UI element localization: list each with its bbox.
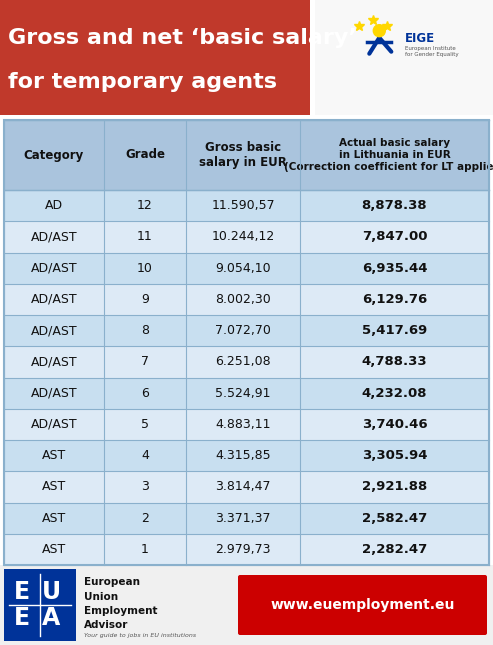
- Text: AST: AST: [42, 511, 66, 524]
- Text: 2,282.47: 2,282.47: [362, 543, 427, 556]
- FancyBboxPatch shape: [238, 575, 487, 635]
- Text: 2: 2: [141, 511, 149, 524]
- Text: Gross basic
salary in EUR: Gross basic salary in EUR: [199, 141, 287, 169]
- Bar: [4, 315, 489, 346]
- Bar: [4, 409, 489, 440]
- Text: Actual basic salary
in Lithuania in EUR
(Correction coefficient for LT applied): Actual basic salary in Lithuania in EUR …: [283, 139, 493, 172]
- Bar: [4, 440, 489, 471]
- Text: 6: 6: [141, 386, 149, 400]
- Text: 2,921.88: 2,921.88: [362, 481, 427, 493]
- Text: AD/AST: AD/AST: [31, 355, 77, 368]
- Text: 1: 1: [141, 543, 149, 556]
- Text: 7.072,70: 7.072,70: [215, 324, 271, 337]
- Text: AST: AST: [42, 543, 66, 556]
- Text: AD/AST: AD/AST: [31, 418, 77, 431]
- Text: 3.371,37: 3.371,37: [215, 511, 271, 524]
- Text: www.euemployment.eu: www.euemployment.eu: [270, 598, 455, 612]
- Text: AD/AST: AD/AST: [31, 262, 77, 275]
- Bar: [4, 346, 489, 377]
- Text: Employment: Employment: [84, 606, 157, 616]
- Text: 10: 10: [137, 262, 153, 275]
- Bar: [4, 221, 489, 252]
- Text: 6.251,08: 6.251,08: [215, 355, 271, 368]
- Text: 5,417.69: 5,417.69: [362, 324, 427, 337]
- Text: for temporary agents: for temporary agents: [8, 72, 277, 92]
- Text: 7,847.00: 7,847.00: [362, 230, 427, 243]
- Bar: [4, 502, 489, 534]
- Bar: [0, 0, 493, 118]
- Text: AST: AST: [42, 449, 66, 462]
- Text: 8: 8: [141, 324, 149, 337]
- Text: E: E: [14, 606, 30, 630]
- Text: E: E: [14, 580, 30, 604]
- Text: 10.244,12: 10.244,12: [211, 230, 275, 243]
- Bar: [4, 471, 489, 502]
- Text: 3,740.46: 3,740.46: [362, 418, 427, 431]
- Bar: [4, 190, 489, 221]
- Text: 3.814,47: 3.814,47: [215, 481, 271, 493]
- Text: Gross and net ‘basic salary’: Gross and net ‘basic salary’: [8, 28, 357, 48]
- Text: AD/AST: AD/AST: [31, 386, 77, 400]
- Text: AD/AST: AD/AST: [31, 293, 77, 306]
- Text: 12: 12: [137, 199, 153, 212]
- Bar: [0, 0, 310, 115]
- Bar: [315, 0, 493, 115]
- Text: 5.524,91: 5.524,91: [215, 386, 271, 400]
- Text: 4,788.33: 4,788.33: [362, 355, 427, 368]
- Text: 6,129.76: 6,129.76: [362, 293, 427, 306]
- Text: 2,582.47: 2,582.47: [362, 511, 427, 524]
- Bar: [0, 565, 493, 645]
- Text: AD/AST: AD/AST: [31, 324, 77, 337]
- Bar: [4, 569, 76, 641]
- Circle shape: [373, 25, 386, 37]
- Text: 8.002,30: 8.002,30: [215, 293, 271, 306]
- Text: 8,878.38: 8,878.38: [362, 199, 427, 212]
- Text: 4,232.08: 4,232.08: [362, 386, 427, 400]
- Text: 4.883,11: 4.883,11: [215, 418, 271, 431]
- Text: 9: 9: [141, 293, 149, 306]
- Text: 11: 11: [137, 230, 153, 243]
- Text: 3: 3: [141, 481, 149, 493]
- Text: 2.979,73: 2.979,73: [215, 543, 271, 556]
- Text: 4.315,85: 4.315,85: [215, 449, 271, 462]
- Bar: [4, 377, 489, 409]
- Text: AD: AD: [45, 199, 63, 212]
- Text: Union: Union: [84, 591, 118, 602]
- Bar: [4, 284, 489, 315]
- Bar: [4, 120, 489, 565]
- Text: Advisor: Advisor: [84, 620, 128, 631]
- Text: EIGE: EIGE: [405, 32, 435, 45]
- Text: 5: 5: [141, 418, 149, 431]
- Bar: [4, 252, 489, 284]
- Text: 3,305.94: 3,305.94: [362, 449, 427, 462]
- Text: A: A: [42, 606, 60, 630]
- Text: European Institute
for Gender Equality: European Institute for Gender Equality: [405, 46, 459, 57]
- Text: 11.590,57: 11.590,57: [211, 199, 275, 212]
- Text: 6,935.44: 6,935.44: [362, 262, 427, 275]
- Bar: [4, 120, 489, 190]
- Text: Category: Category: [24, 148, 84, 161]
- Text: European: European: [84, 577, 140, 587]
- Bar: [4, 534, 489, 565]
- Text: U: U: [42, 580, 61, 604]
- Text: 9.054,10: 9.054,10: [215, 262, 271, 275]
- Text: AST: AST: [42, 481, 66, 493]
- Text: 4: 4: [141, 449, 149, 462]
- Text: 7: 7: [141, 355, 149, 368]
- Text: AD/AST: AD/AST: [31, 230, 77, 243]
- Text: Grade: Grade: [125, 148, 165, 161]
- Text: Your guide to jobs in EU institutions: Your guide to jobs in EU institutions: [84, 633, 196, 638]
